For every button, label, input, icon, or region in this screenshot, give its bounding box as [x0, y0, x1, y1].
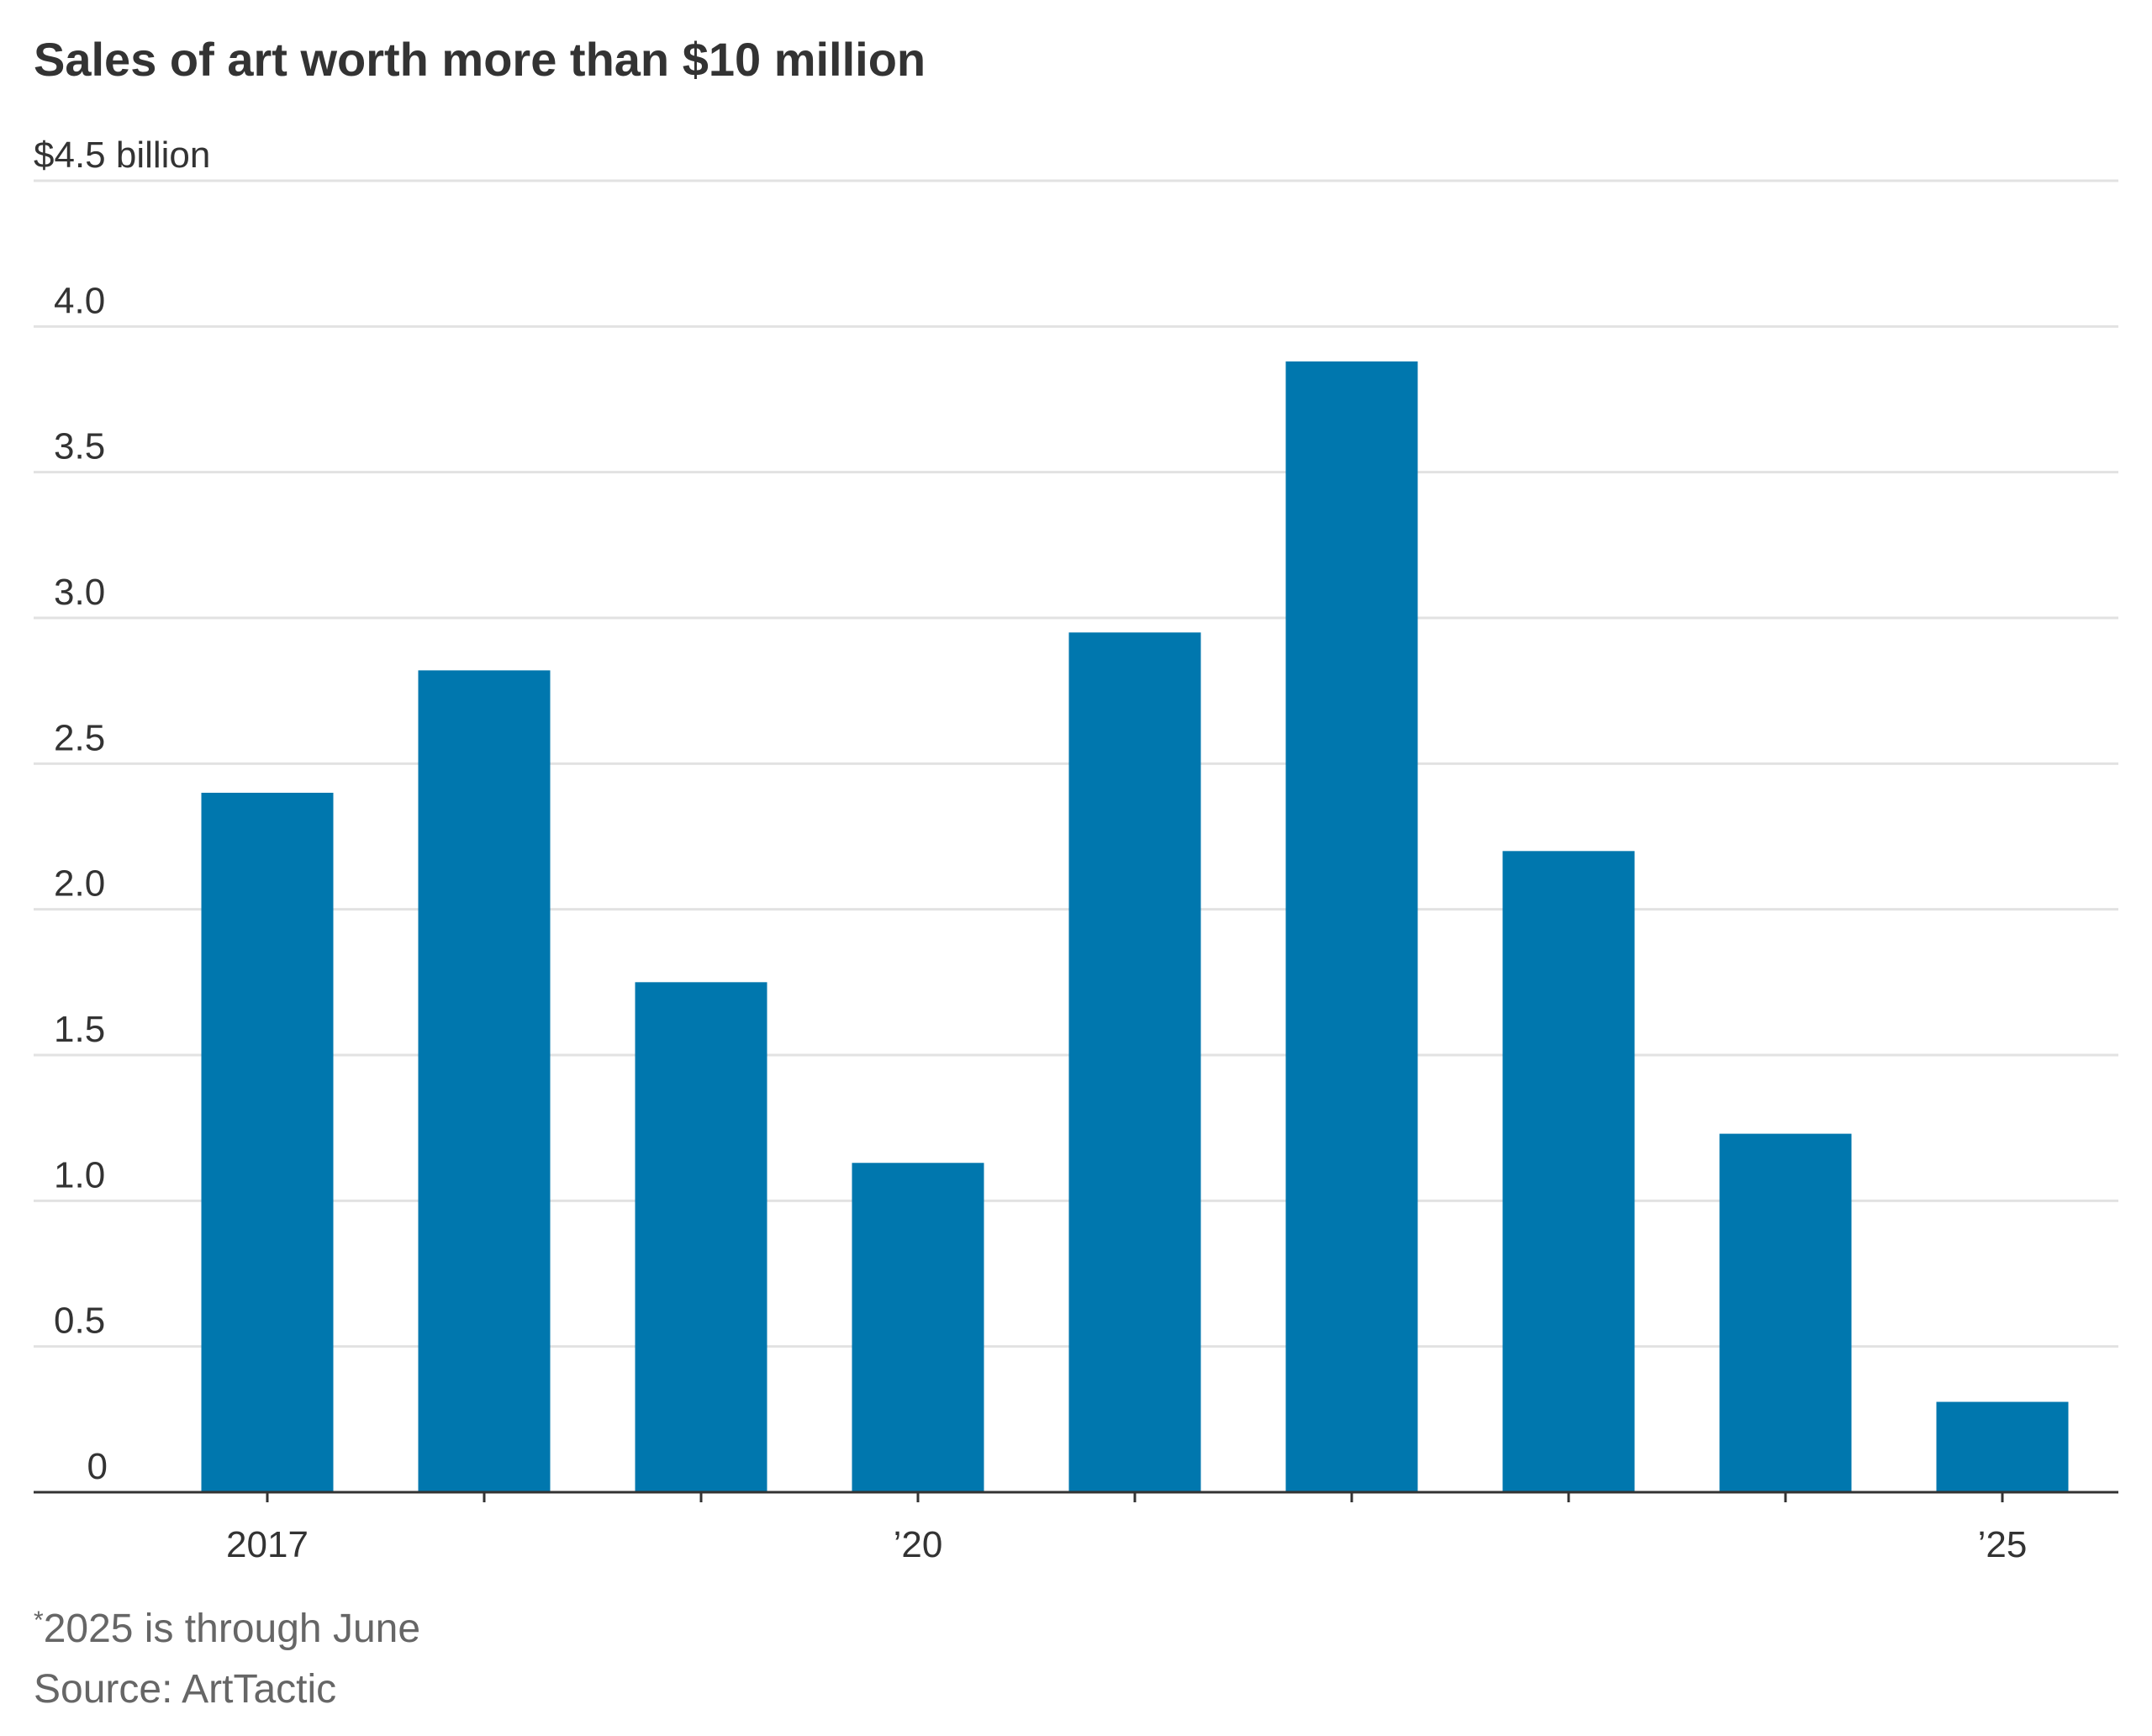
y-tick-label: 0.5: [54, 1301, 105, 1342]
y-tick-label: 2.0: [54, 863, 105, 905]
bars: [201, 361, 2069, 1492]
bar-2021: [1068, 632, 1201, 1492]
x-tick-label: ’25: [1978, 1524, 2028, 1565]
bar-2019: [635, 982, 767, 1492]
footnote: *2025 is through June: [34, 1606, 420, 1652]
x-tick-label: 2017: [226, 1524, 309, 1565]
bar-2018: [418, 670, 551, 1492]
bar-2017: [201, 793, 334, 1492]
axis-labels: 0 0.5 1.0 1.5 2.0 2.5 3.0 3.5 4.0 $4.5 billion 201…: [34, 135, 2027, 1565]
bar-2020: [852, 1163, 984, 1492]
y-tick-label: 3.0: [54, 572, 105, 613]
bar-2023: [1502, 851, 1635, 1492]
x-axis: [34, 1491, 2118, 1502]
footnote-text: 2025 is through June: [43, 1607, 421, 1651]
y-tick-label: 3.5: [54, 426, 105, 467]
bar-2024: [1719, 1133, 1852, 1492]
y-tick-label: 1.5: [54, 1009, 105, 1050]
source-note: Source: ArtTactic: [34, 1667, 337, 1712]
chart-title: Sales of art worth more than $10 million: [34, 33, 926, 86]
y-tick-label: 4.0: [54, 280, 105, 321]
y-tick-label: $4.5 billion: [34, 135, 210, 176]
y-tick-label: 1.0: [54, 1154, 105, 1195]
bar-2022: [1285, 361, 1418, 1492]
bar-2025: [1936, 1401, 2069, 1492]
y-tick-label: 2.5: [54, 717, 105, 758]
x-tick-label: ’20: [894, 1524, 943, 1565]
footnote-marker: *: [34, 1607, 44, 1634]
y-tick-label: 0: [87, 1446, 108, 1487]
